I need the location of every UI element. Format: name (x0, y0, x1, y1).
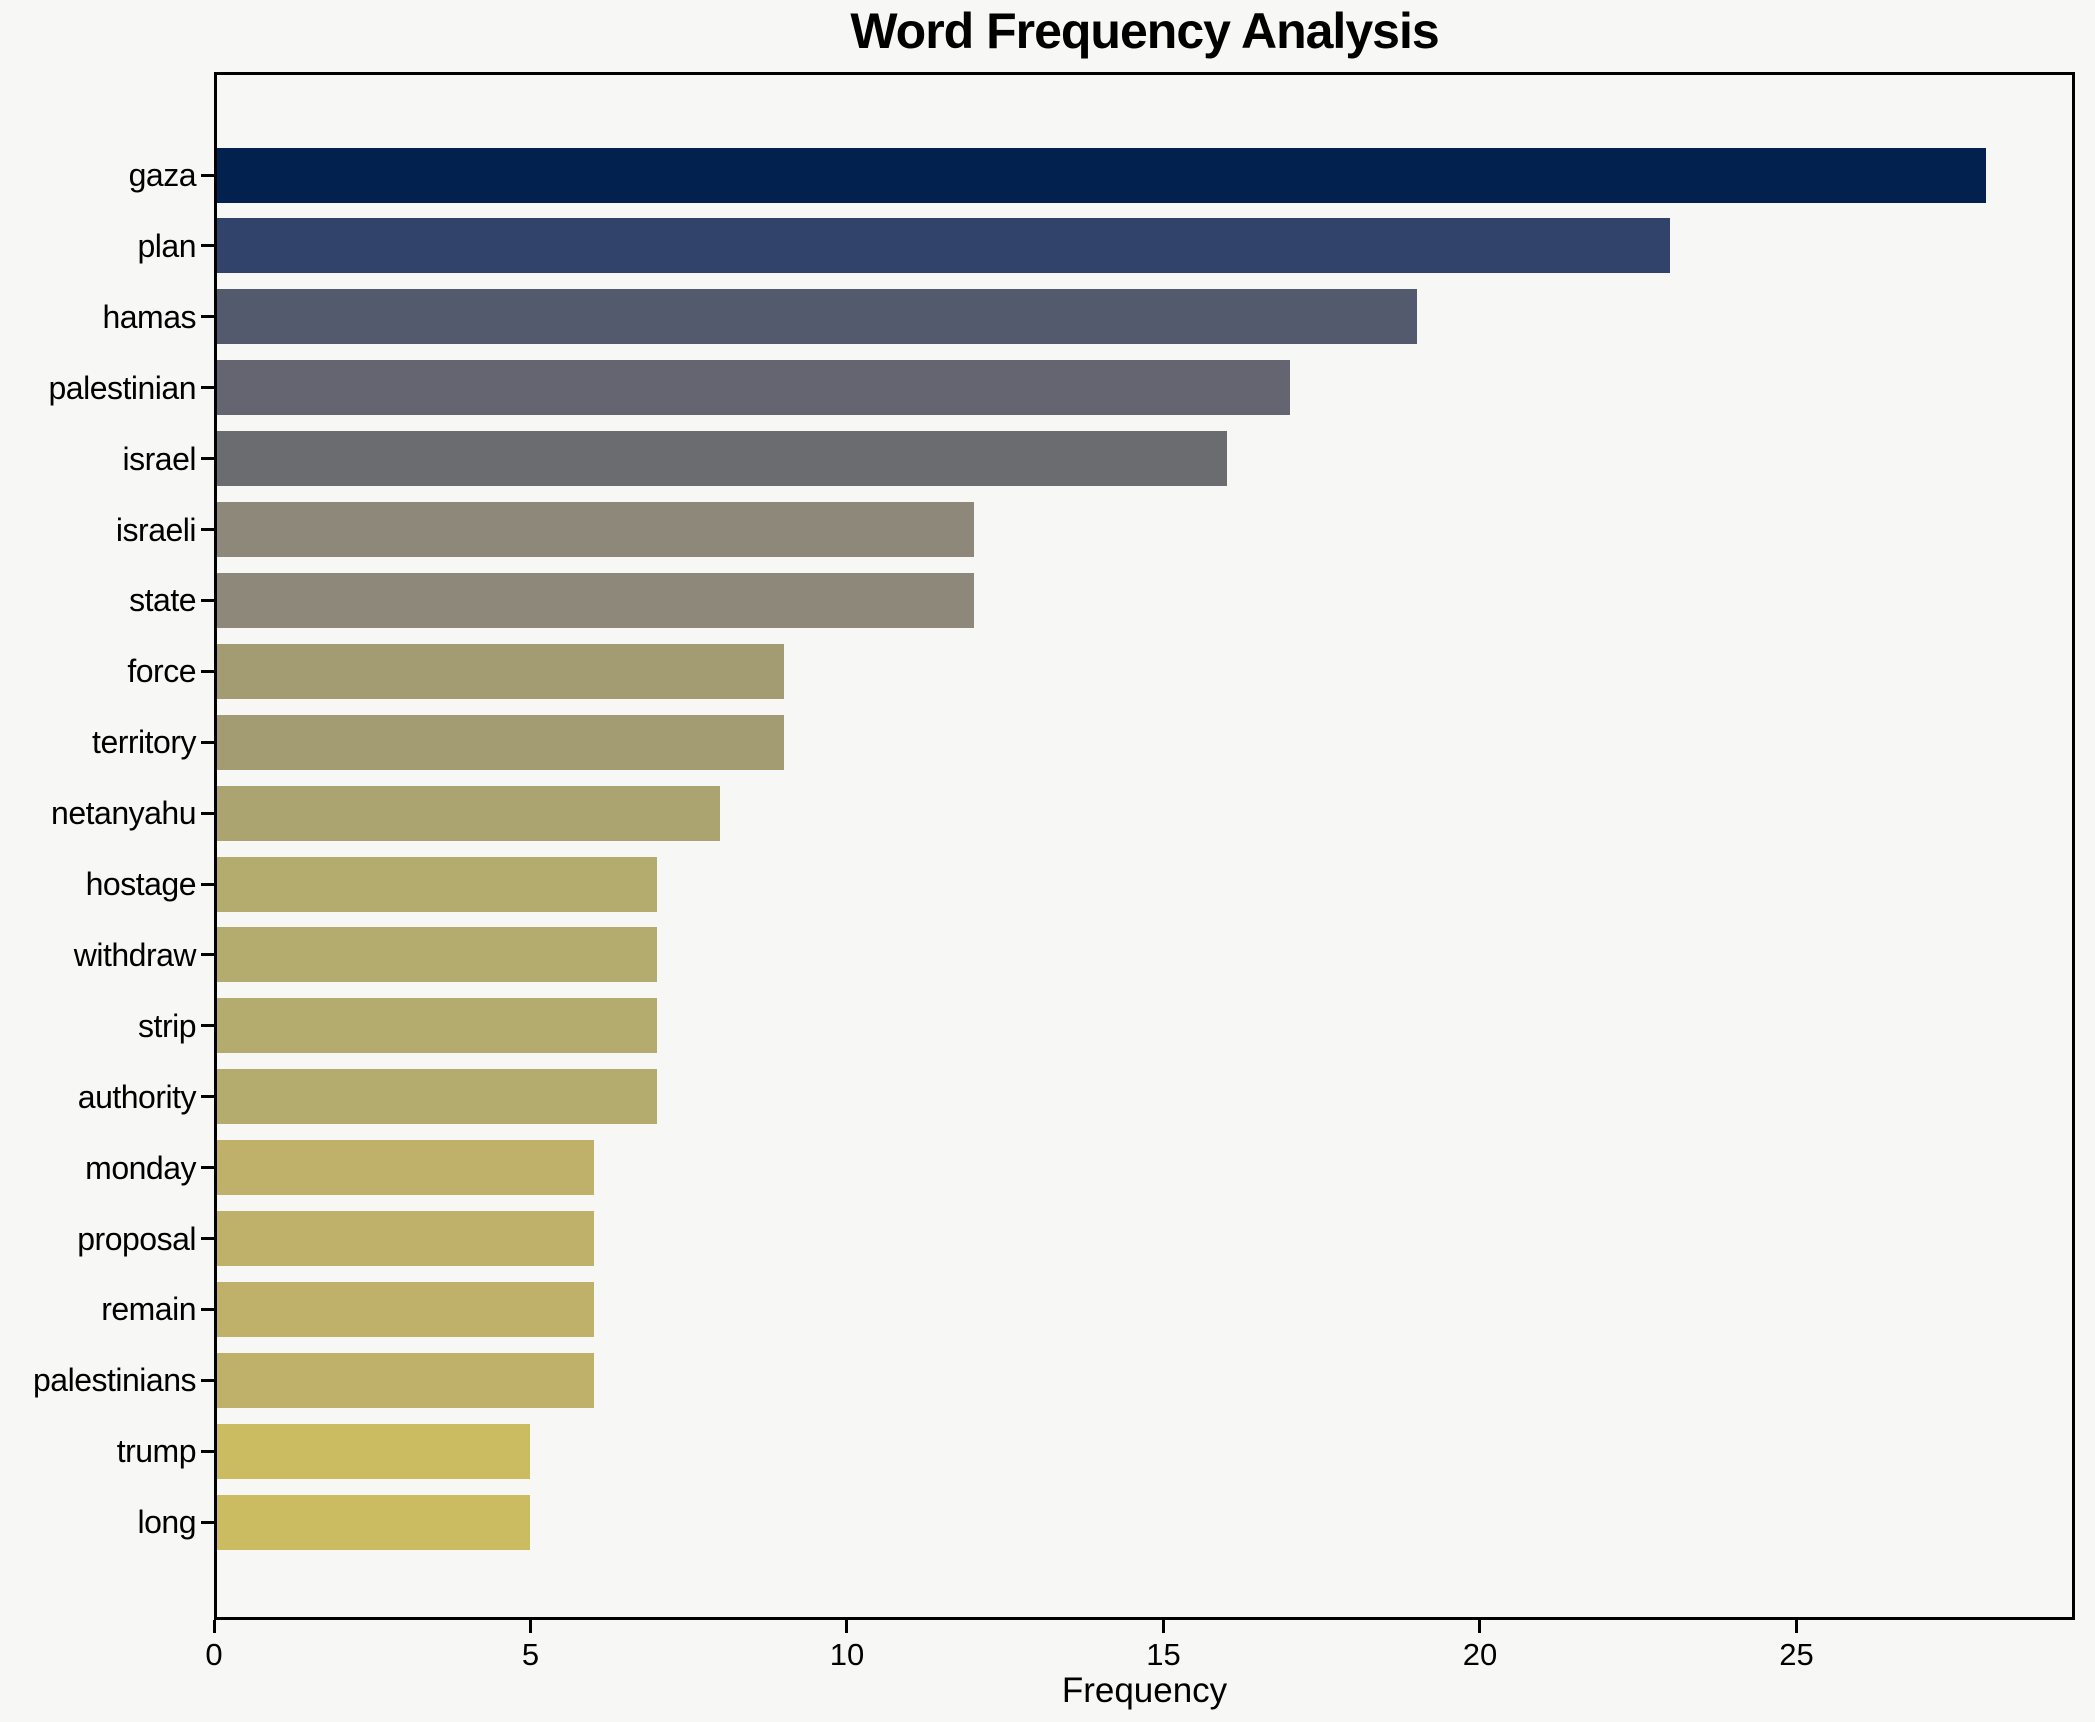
bar-gaza (214, 147, 1987, 203)
y-tick-mark (201, 457, 214, 461)
bar-authority (214, 1069, 658, 1125)
x-tick-label: 15 (1146, 1637, 1181, 1672)
bar-israel (214, 431, 1227, 487)
y-tick-mark (201, 882, 214, 886)
x-tick-label: 20 (1462, 1637, 1498, 1672)
y-tick-mark (201, 953, 214, 957)
bar-proposal (214, 1211, 594, 1266)
y-tick-mark (201, 598, 214, 602)
y-tick-label-remain: remain (101, 1291, 196, 1328)
y-tick-mark (201, 1378, 214, 1382)
y-tick-mark (201, 244, 214, 248)
y-tick-label-proposal: proposal (77, 1220, 196, 1257)
y-tick-mark (201, 1095, 214, 1099)
y-tick-label-monday: monday (85, 1149, 196, 1186)
y-tick-mark (201, 1449, 214, 1453)
y-tick-label-authority: authority (77, 1078, 197, 1115)
bar-remain (214, 1281, 594, 1337)
y-tick-label-gaza: gaza (128, 157, 197, 193)
y-tick-mark (201, 1237, 214, 1240)
y-tick-mark (201, 173, 214, 177)
y-tick-label-israeli: israeli (115, 511, 197, 548)
x-tick-mark (1161, 1620, 1165, 1633)
bar-palestinians (214, 1352, 594, 1408)
y-tick-label-state: state (129, 582, 196, 619)
y-tick-mark (201, 528, 214, 531)
y-tick-label-palestinians: palestinians (33, 1362, 197, 1399)
y-tick-label-israel: israel (122, 440, 197, 477)
y-tick-mark (201, 740, 214, 744)
bar-palestinian (214, 360, 1291, 416)
bar-trump (214, 1423, 531, 1479)
y-tick-label-long: long (137, 1504, 197, 1541)
y-tick-mark (201, 1307, 214, 1311)
y-tick-label-territory: territory (92, 724, 196, 761)
y-tick-label-hostage: hostage (85, 866, 197, 902)
bar-plan (214, 218, 1670, 274)
y-tick-label-strip: strip (138, 1007, 196, 1044)
bar-israeli (214, 502, 974, 557)
bar-territory (214, 714, 784, 770)
bar-withdraw (214, 927, 658, 983)
y-tick-mark (201, 1024, 214, 1028)
y-tick-label-trump: trump (116, 1433, 197, 1470)
x-tick-label: 10 (829, 1637, 865, 1672)
x-tick-mark (845, 1620, 849, 1633)
y-tick-label-plan: plan (137, 227, 197, 264)
x-tick-mark (528, 1620, 532, 1633)
y-tick-mark (201, 315, 214, 319)
y-tick-mark (201, 669, 214, 673)
x-tick-label: 5 (521, 1637, 540, 1672)
bar-monday (214, 1140, 594, 1196)
y-tick-mark (201, 1520, 214, 1524)
chart-title: Word Frequency Analysis (850, 3, 1439, 59)
y-tick-label-force: force (127, 653, 196, 690)
x-tick-label: 0 (205, 1637, 223, 1672)
y-tick-label-palestinian: palestinian (48, 369, 197, 406)
bar-long (214, 1494, 531, 1550)
bar-state (214, 572, 974, 628)
bar-netanyahu (214, 785, 721, 841)
bar-hamas (214, 289, 1417, 345)
bar-strip (214, 998, 658, 1054)
x-tick-mark (212, 1620, 216, 1633)
y-tick-label-withdraw: withdraw (73, 936, 197, 973)
bar-hostage (214, 856, 658, 912)
y-tick-label-hamas: hamas (102, 298, 196, 335)
y-tick-label-netanyahu: netanyahu (51, 795, 196, 832)
y-tick-mark (201, 1166, 214, 1170)
y-tick-mark (201, 386, 214, 390)
y-tick-mark (201, 811, 214, 815)
x-axis-title: Frequency (1061, 1671, 1228, 1710)
x-tick-mark (1478, 1620, 1482, 1633)
bar-force (214, 643, 784, 699)
x-tick-mark (1794, 1620, 1798, 1633)
x-tick-label: 25 (1779, 1637, 1814, 1672)
